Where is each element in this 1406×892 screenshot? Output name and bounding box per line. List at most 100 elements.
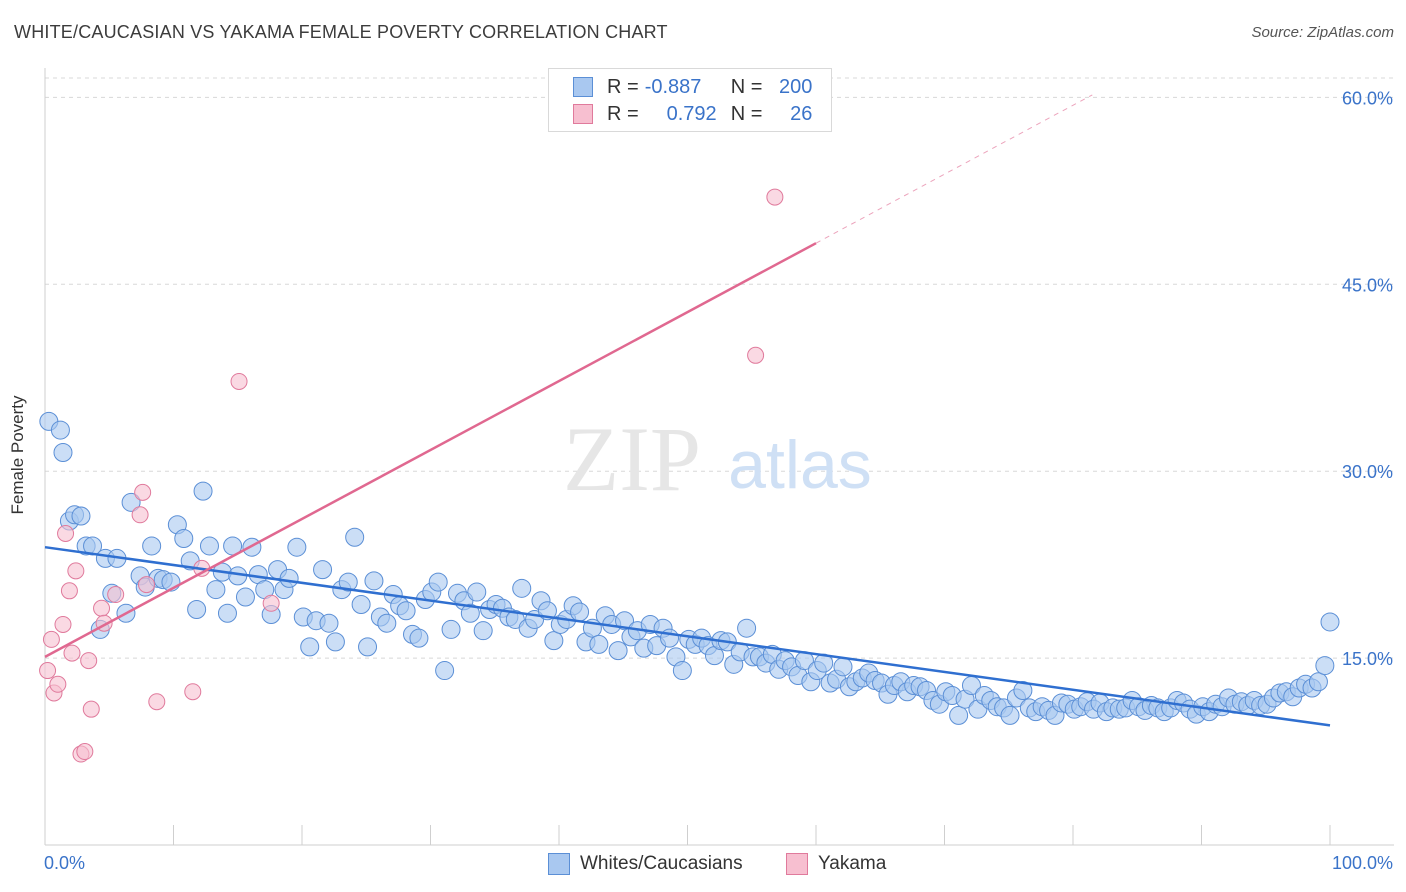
- legend-n-label: N =: [730, 102, 763, 125]
- data-point-yakama: [60, 582, 78, 600]
- data-point-white: [235, 587, 255, 607]
- legend-r-label: R =: [607, 75, 639, 98]
- data-point-yakama: [262, 594, 280, 612]
- data-point-white: [615, 611, 635, 631]
- watermark: ZIP atlas: [563, 408, 872, 510]
- data-point-white: [50, 420, 70, 440]
- watermark-zip: ZIP: [563, 408, 701, 510]
- data-point-white: [300, 637, 320, 657]
- data-point-white: [279, 568, 299, 588]
- data-point-white: [193, 481, 213, 501]
- data-point-white: [608, 641, 628, 661]
- data-point-white: [544, 631, 564, 651]
- data-point-white: [949, 705, 969, 725]
- data-point-white: [1320, 612, 1340, 632]
- chart-source: Source: ZipAtlas.com: [1251, 24, 1394, 41]
- data-point-yakama: [42, 630, 60, 648]
- bottom-legend-whites: Whites/Caucasians: [548, 852, 743, 876]
- data-point-white: [435, 661, 455, 681]
- data-point-yakama: [107, 586, 125, 604]
- chart-title: WHITE/CAUCASIAN VS YAKAMA FEMALE POVERTY…: [14, 22, 668, 42]
- data-point-white: [142, 536, 162, 556]
- grid-lines: [45, 77, 1394, 659]
- legend-row-yakama: R = 0.792 N = 26: [573, 101, 812, 127]
- data-point-yakama: [747, 346, 765, 364]
- data-point-white: [377, 613, 397, 633]
- legend-r-value: -0.887: [644, 75, 702, 98]
- data-point-yakama: [134, 483, 152, 501]
- data-point-white: [737, 618, 757, 638]
- y-tick-label: 60.0%: [1342, 88, 1393, 108]
- data-point-white: [512, 578, 532, 598]
- y-tick-label: 15.0%: [1342, 649, 1393, 669]
- data-point-white: [325, 632, 345, 652]
- trend-extension-yakama: [815, 94, 1093, 244]
- bottom-swatch-pink: [786, 853, 808, 875]
- data-point-white: [672, 661, 692, 681]
- data-point-yakama: [138, 576, 156, 594]
- data-point-yakama: [766, 188, 784, 206]
- y-tick-label: 45.0%: [1342, 275, 1393, 295]
- axes: [44, 68, 1394, 846]
- data-point-yakama: [63, 644, 81, 662]
- trend-lines: [44, 94, 1331, 727]
- legend-swatch-pink: [573, 104, 593, 124]
- data-point-yakama: [93, 599, 111, 617]
- data-point-white: [53, 443, 73, 462]
- data-point-white: [1000, 705, 1020, 725]
- bottom-legend-yakama: Yakama: [786, 852, 886, 876]
- y-tick-label: 30.0%: [1342, 462, 1393, 482]
- data-point-white: [313, 560, 333, 580]
- y-axis-label: Female Poverty: [8, 395, 27, 515]
- data-point-white: [1308, 672, 1328, 692]
- x-tick-label: 0.0%: [44, 853, 85, 873]
- data-point-yakama: [131, 506, 149, 524]
- data-point-yakama: [80, 652, 98, 670]
- legend-swatch-blue: [573, 77, 593, 97]
- data-point-white: [473, 621, 493, 641]
- bottom-legend-label: Yakama: [818, 853, 887, 874]
- trend-line-whites: [44, 545, 1331, 727]
- data-point-white: [409, 628, 429, 648]
- legend-n-label: N =: [730, 75, 763, 98]
- legend-n-value: 200: [779, 75, 813, 98]
- bottom-swatch-blue: [548, 853, 570, 875]
- data-point-yakama: [230, 372, 248, 390]
- data-point-white: [121, 492, 141, 512]
- legend-r-label: R =: [607, 102, 639, 125]
- data-point-yakama: [54, 615, 72, 633]
- data-point-white: [217, 603, 237, 623]
- data-point-white: [1315, 656, 1335, 676]
- stats-legend: R = -0.887 N = 200 R = 0.792 N = 26: [548, 68, 832, 132]
- tick-labels: 15.0% 30.0% 45.0% 60.0% 0.0% 100.0%: [44, 88, 1393, 873]
- data-point-yakama: [76, 743, 94, 761]
- data-point-white: [570, 602, 590, 622]
- data-point-white: [364, 571, 384, 591]
- data-point-yakama: [39, 662, 57, 680]
- data-point-white: [319, 613, 339, 633]
- data-point-white: [833, 657, 853, 677]
- data-point-yakama: [148, 693, 166, 711]
- watermark-atlas: atlas: [728, 427, 872, 503]
- data-point-white: [287, 537, 307, 557]
- legend-n-value: 26: [790, 102, 813, 125]
- data-point-white: [460, 603, 480, 623]
- data-point-yakama: [67, 562, 85, 580]
- trend-line-yakama: [44, 242, 817, 658]
- data-point-white: [589, 634, 609, 654]
- bottom-legend-label: Whites/Caucasians: [580, 853, 743, 874]
- legend-r-value: 0.792: [666, 102, 717, 125]
- data-point-white: [1013, 680, 1033, 700]
- data-point-yakama: [57, 524, 75, 542]
- x-tick-label: 100.0%: [1332, 853, 1393, 873]
- data-point-white: [338, 572, 358, 592]
- data-point-yakama: [184, 683, 202, 701]
- data-point-white: [351, 595, 371, 615]
- data-point-white: [467, 582, 487, 602]
- series-yakama-points: [39, 188, 784, 763]
- data-point-yakama: [49, 675, 67, 693]
- legend-row-whites: R = -0.887 N = 200: [573, 74, 812, 100]
- data-point-white: [358, 637, 378, 657]
- data-point-white: [345, 527, 365, 547]
